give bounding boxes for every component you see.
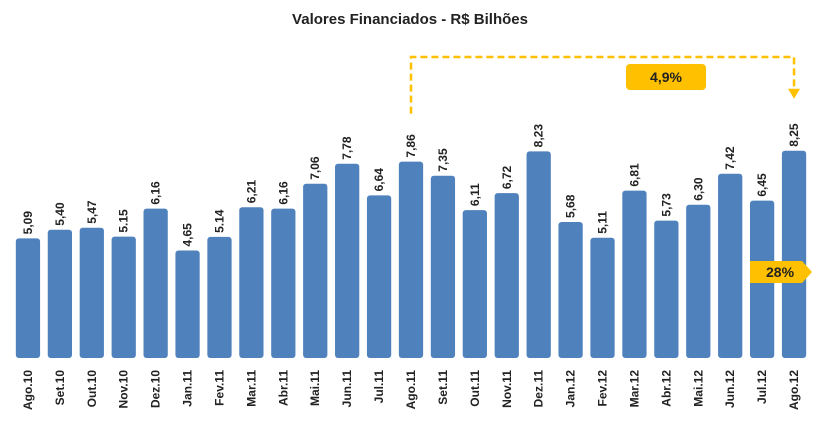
annotation-box xyxy=(626,64,706,90)
x-tick-label: Mai.11 xyxy=(308,370,322,406)
bar xyxy=(494,193,519,358)
x-tick-label: Ago.11 xyxy=(404,370,418,410)
x-tick-label: Jan.12 xyxy=(564,370,578,408)
value-label: 5,68 xyxy=(564,194,578,218)
value-label: 6,16 xyxy=(149,181,163,205)
value-label: 7,42 xyxy=(723,146,737,170)
annotation: 28% xyxy=(766,264,795,280)
x-tick-label: Fev.12 xyxy=(596,370,610,407)
bracket-arrow xyxy=(788,88,801,99)
x-tick-label: Mar.12 xyxy=(627,370,641,408)
value-label: 5,09 xyxy=(21,211,35,235)
value-label: 5,73 xyxy=(659,193,673,217)
value-label: 4,65 xyxy=(181,223,195,247)
x-tick-label: Set.11 xyxy=(436,370,450,405)
x-tick-label: Jan.11 xyxy=(181,370,195,407)
x-tick-label: Out.11 xyxy=(468,370,482,407)
arrow-annotation xyxy=(750,261,813,283)
value-label: 7,78 xyxy=(340,136,354,160)
x-tick-label: Ago.12 xyxy=(787,370,801,410)
x-tick-label: Nov.10 xyxy=(117,370,131,409)
bar xyxy=(590,237,615,358)
value-label: 5.14 xyxy=(212,209,226,233)
bar xyxy=(558,221,583,358)
x-tick-label: Fev.11 xyxy=(212,370,226,406)
x-tick-label: Mai.12 xyxy=(691,370,705,407)
bar xyxy=(781,150,807,358)
x-tick-label: Set.10 xyxy=(53,370,67,406)
bar xyxy=(239,207,264,358)
x-tick-label: Dez.10 xyxy=(149,370,163,408)
value-label: 7,86 xyxy=(404,134,418,158)
value-label: 8,25 xyxy=(787,123,801,147)
value-label: 5.15 xyxy=(117,209,131,233)
bar xyxy=(462,210,487,358)
chart-title: Valores Financiados - R$ Bilhões xyxy=(292,11,528,28)
bar xyxy=(654,220,679,358)
value-label: 8,23 xyxy=(532,124,546,148)
x-tick-label: Jul.12 xyxy=(755,370,769,404)
value-label: 6,64 xyxy=(372,168,386,192)
x-tick-label: Mar.11 xyxy=(244,370,258,407)
value-label: 5,47 xyxy=(85,200,99,224)
bar xyxy=(366,195,392,358)
bar xyxy=(526,151,551,358)
bar xyxy=(207,236,232,358)
bar xyxy=(430,175,456,358)
x-tick-label: Out.10 xyxy=(85,370,99,408)
bar xyxy=(111,236,136,358)
value-label: 6,11 xyxy=(468,183,482,206)
value-label: 6,16 xyxy=(276,181,290,205)
value-label: 6,21 xyxy=(244,180,258,204)
bar xyxy=(622,190,647,358)
bar xyxy=(398,161,424,358)
x-tick-label: Dez.11 xyxy=(532,370,546,408)
value-label: 6,30 xyxy=(691,177,705,201)
value-label: 5,11 xyxy=(596,211,610,234)
x-tick-label: Ago.10 xyxy=(21,370,35,410)
x-tick-label: Jun.12 xyxy=(723,370,737,408)
value-label: 7,06 xyxy=(308,156,322,180)
bar xyxy=(143,208,168,358)
x-tick-label: Nov.11 xyxy=(500,370,514,408)
bar xyxy=(718,173,743,358)
x-tick-label: Abr.12 xyxy=(659,370,673,407)
bar xyxy=(47,229,73,358)
value-label: 5,40 xyxy=(53,202,67,226)
bar xyxy=(15,238,41,358)
bar xyxy=(303,183,328,358)
value-label: 6,72 xyxy=(500,165,514,189)
bar xyxy=(79,227,104,358)
value-label: 6,81 xyxy=(627,163,641,187)
bar xyxy=(335,163,360,358)
x-tick-label: Abr.11 xyxy=(276,370,290,406)
bar xyxy=(686,204,711,358)
value-label: 6,45 xyxy=(755,173,769,197)
bar xyxy=(271,208,296,358)
x-tick-label: Jun.11 xyxy=(340,370,354,408)
bracket-line xyxy=(409,55,796,114)
bar xyxy=(175,250,200,358)
annotation: 4,9% xyxy=(650,69,682,85)
x-tick-label: Jul.11 xyxy=(372,370,386,404)
value-label: 7,35 xyxy=(436,148,450,172)
